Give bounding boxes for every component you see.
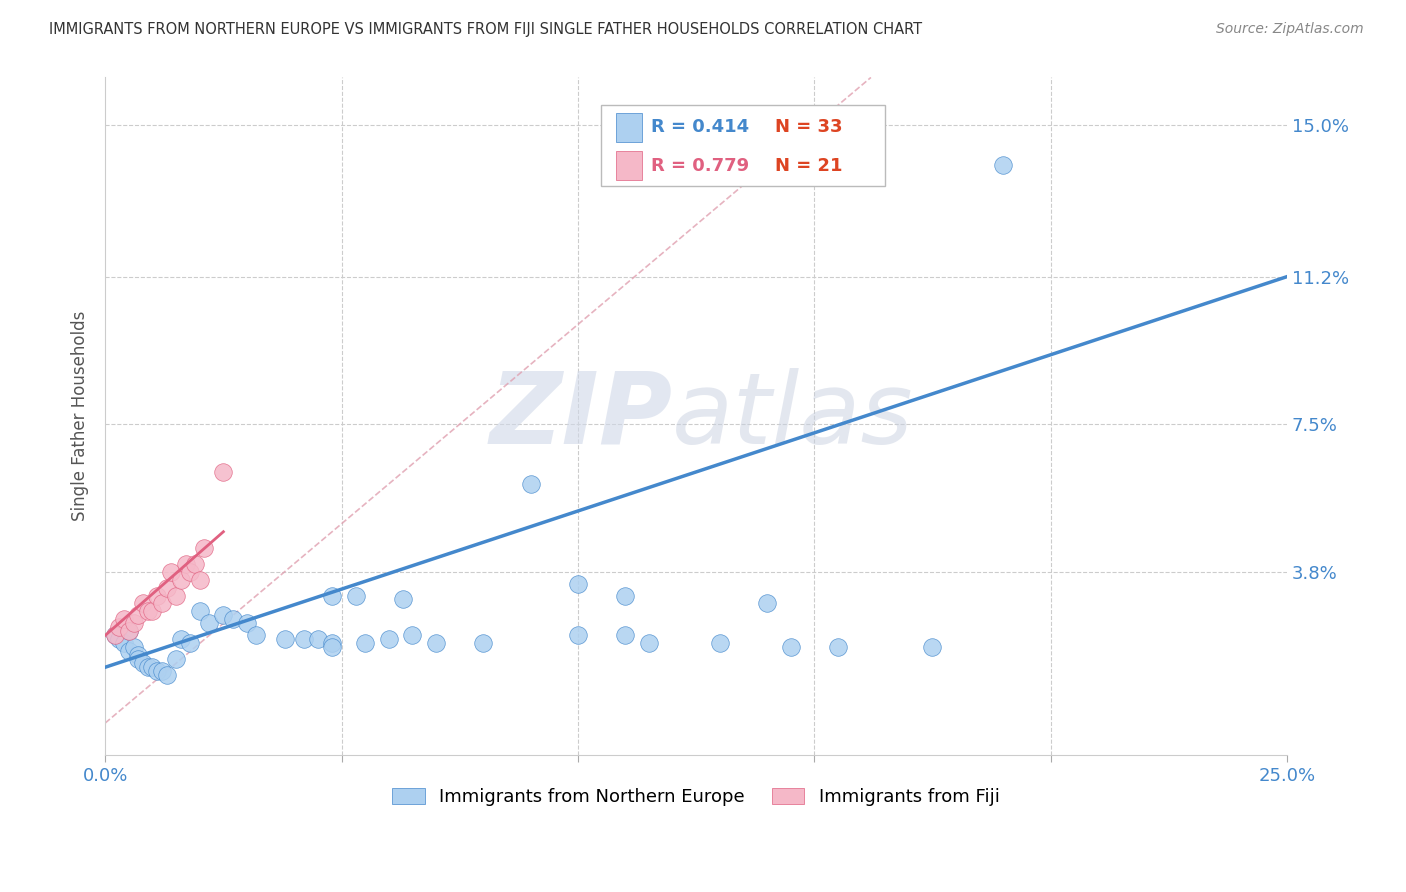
Point [321,636,343,650]
Point [188,604,211,618]
Point [637,636,659,650]
Point [136,660,159,674]
Point [150,597,173,611]
Point [179,636,201,650]
Text: R = 0.414: R = 0.414 [651,119,749,136]
Text: IMMIGRANTS FROM NORTHERN EUROPE VS IMMIGRANTS FROM FIJI SINGLE FATHER HOUSEHOLDS: IMMIGRANTS FROM NORTHERN EUROPE VS IMMIG… [49,22,922,37]
FancyBboxPatch shape [616,113,641,142]
Point [472,636,495,650]
Point [222,612,245,626]
Point [150,664,173,678]
Text: atlas: atlas [672,368,914,465]
Point [104,628,127,642]
Point [170,632,193,647]
Point [993,158,1015,172]
Point [779,640,801,655]
Point [307,632,329,647]
FancyBboxPatch shape [616,152,641,179]
Point [156,581,179,595]
Point [827,640,849,655]
Point [354,636,377,650]
Point [755,597,778,611]
Point [174,557,197,571]
Point [165,589,187,603]
Point [127,652,149,666]
Point [112,612,135,626]
Point [127,648,149,663]
Legend: Immigrants from Northern Europe, Immigrants from Fiji: Immigrants from Northern Europe, Immigra… [385,780,1007,814]
Point [921,640,943,655]
Point [198,616,221,631]
Point [122,640,145,655]
Point [141,604,163,618]
Point [108,620,131,634]
Point [108,632,131,647]
Point [118,644,141,658]
Point [193,541,215,555]
Point [146,664,169,678]
Point [614,589,637,603]
Point [392,592,415,607]
Point [188,573,211,587]
Point [245,628,267,642]
Point [179,565,201,579]
Point [132,657,155,671]
Point [709,636,731,650]
Point [378,632,401,647]
Point [212,465,235,479]
Point [118,624,141,639]
Point [321,589,343,603]
FancyBboxPatch shape [602,104,886,186]
Point [344,589,367,603]
Text: N = 33: N = 33 [775,119,842,136]
Text: ZIP: ZIP [489,368,672,465]
Point [118,624,141,639]
Point [184,557,207,571]
Point [292,632,315,647]
Point [160,565,183,579]
Text: R = 0.779: R = 0.779 [651,156,749,175]
Point [141,660,163,674]
Point [274,632,297,647]
Point [401,628,423,642]
Point [567,576,589,591]
Point [112,636,135,650]
Point [614,628,637,642]
Point [146,589,169,603]
Point [321,640,343,655]
Text: Source: ZipAtlas.com: Source: ZipAtlas.com [1216,22,1364,37]
Point [567,628,589,642]
Point [165,652,187,666]
Point [425,636,447,650]
Text: N = 21: N = 21 [775,156,842,175]
Point [132,597,155,611]
Y-axis label: Single Father Households: Single Father Households [72,311,89,521]
Point [127,608,149,623]
Point [122,616,145,631]
Point [170,573,193,587]
Point [236,616,259,631]
Point [519,477,541,491]
Point [156,668,179,682]
Point [212,608,235,623]
Point [136,604,159,618]
Point [104,628,127,642]
